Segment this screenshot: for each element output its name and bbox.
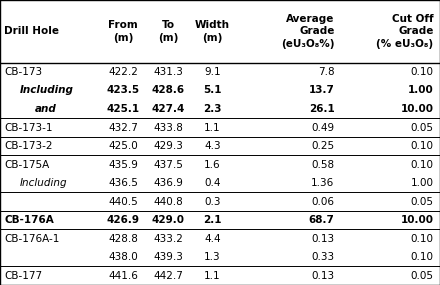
Text: 423.5: 423.5 [106, 86, 140, 95]
Text: From
(m): From (m) [108, 20, 138, 42]
Text: 0.4: 0.4 [204, 178, 220, 188]
Text: 428.8: 428.8 [108, 234, 138, 244]
Text: 438.0: 438.0 [108, 252, 138, 262]
Text: 437.5: 437.5 [154, 160, 183, 170]
Text: 4.4: 4.4 [204, 234, 220, 244]
Text: 425.1: 425.1 [106, 104, 140, 114]
Text: 0.13: 0.13 [311, 271, 334, 281]
Text: CB-173: CB-173 [4, 67, 43, 77]
Text: 0.05: 0.05 [411, 123, 433, 133]
Text: Average
Grade
(eU₃O₈%): Average Grade (eU₃O₈%) [281, 14, 334, 49]
Text: 440.8: 440.8 [154, 197, 183, 207]
Text: 0.33: 0.33 [311, 252, 334, 262]
Text: CB-176A: CB-176A [4, 215, 54, 225]
Text: 0.58: 0.58 [311, 160, 334, 170]
Text: 0.10: 0.10 [411, 141, 433, 151]
Text: 10.00: 10.00 [400, 104, 433, 114]
Text: 433.2: 433.2 [154, 234, 183, 244]
Text: 427.4: 427.4 [152, 104, 185, 114]
Text: 426.9: 426.9 [107, 215, 140, 225]
Text: Width
(m): Width (m) [195, 20, 230, 42]
Text: and: and [35, 104, 57, 114]
Text: CB-173-2: CB-173-2 [4, 141, 53, 151]
Text: 5.1: 5.1 [203, 86, 222, 95]
Text: CB-177: CB-177 [4, 271, 43, 281]
Text: 0.13: 0.13 [311, 234, 334, 244]
Text: 1.36: 1.36 [311, 178, 334, 188]
Text: 422.2: 422.2 [108, 67, 138, 77]
Text: 429.3: 429.3 [154, 141, 183, 151]
Text: 425.0: 425.0 [108, 141, 138, 151]
Text: Including: Including [20, 178, 67, 188]
Text: 1.1: 1.1 [204, 271, 220, 281]
Text: 26.1: 26.1 [308, 104, 334, 114]
Text: Drill Hole: Drill Hole [4, 26, 59, 36]
Text: To
(m): To (m) [158, 20, 179, 42]
Text: CB-176A-1: CB-176A-1 [4, 234, 60, 244]
Text: 440.5: 440.5 [108, 197, 138, 207]
Text: 428.6: 428.6 [152, 86, 185, 95]
Text: 2.1: 2.1 [203, 215, 222, 225]
Text: 13.7: 13.7 [308, 86, 334, 95]
Text: 436.5: 436.5 [108, 178, 138, 188]
Text: 436.9: 436.9 [154, 178, 183, 188]
Text: 435.9: 435.9 [108, 160, 138, 170]
Text: 9.1: 9.1 [204, 67, 220, 77]
Text: 0.10: 0.10 [411, 160, 433, 170]
Text: 10.00: 10.00 [400, 215, 433, 225]
Text: 431.3: 431.3 [154, 67, 183, 77]
Text: 1.00: 1.00 [407, 86, 433, 95]
Text: 1.1: 1.1 [204, 123, 220, 133]
Text: 0.25: 0.25 [311, 141, 334, 151]
Text: 4.3: 4.3 [204, 141, 220, 151]
Text: 2.3: 2.3 [203, 104, 222, 114]
Text: 429.0: 429.0 [152, 215, 185, 225]
Text: 439.3: 439.3 [154, 252, 183, 262]
Text: 441.6: 441.6 [108, 271, 138, 281]
Text: CB-175A: CB-175A [4, 160, 50, 170]
Text: CB-173-1: CB-173-1 [4, 123, 53, 133]
Text: 0.05: 0.05 [411, 197, 433, 207]
Text: 0.10: 0.10 [411, 67, 433, 77]
Text: 68.7: 68.7 [308, 215, 334, 225]
Text: 442.7: 442.7 [154, 271, 183, 281]
Text: 1.6: 1.6 [204, 160, 220, 170]
Text: 432.7: 432.7 [108, 123, 138, 133]
Text: 7.8: 7.8 [318, 67, 334, 77]
Text: 0.06: 0.06 [312, 197, 334, 207]
Text: Cut Off
Grade
(% eU₃O₈): Cut Off Grade (% eU₃O₈) [376, 14, 433, 49]
Text: Including: Including [20, 86, 73, 95]
Text: 433.8: 433.8 [154, 123, 183, 133]
Text: 0.49: 0.49 [311, 123, 334, 133]
Text: 0.3: 0.3 [204, 197, 220, 207]
Text: 0.05: 0.05 [411, 271, 433, 281]
Text: 1.3: 1.3 [204, 252, 220, 262]
Text: 1.00: 1.00 [411, 178, 433, 188]
Text: 0.10: 0.10 [411, 252, 433, 262]
Text: 0.10: 0.10 [411, 234, 433, 244]
